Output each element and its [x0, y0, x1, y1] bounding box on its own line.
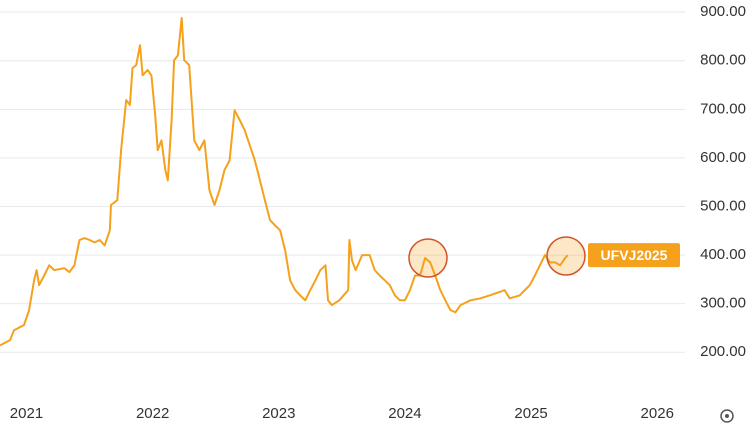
settings-icon-dot[interactable] — [725, 414, 729, 418]
price-line — [0, 17, 569, 347]
x-tick-label: 2023 — [262, 405, 295, 422]
y-tick-label: 300.00 — [700, 295, 746, 312]
settings-button[interactable] — [720, 409, 734, 423]
y-tick-label: 600.00 — [700, 149, 746, 166]
y-tick-label: 200.00 — [700, 343, 746, 360]
legend-label: UFVJ2025 — [601, 247, 668, 263]
x-tick-label: 2021 — [10, 405, 43, 422]
x-tick-label: 2022 — [136, 405, 169, 422]
y-tick-label: 900.00 — [700, 3, 746, 20]
x-tick-label: 2025 — [514, 405, 547, 422]
y-tick-label: 700.00 — [700, 100, 746, 117]
x-tick-label: 2024 — [388, 405, 421, 422]
y-tick-label: 800.00 — [700, 52, 746, 69]
x-tick-label: 2026 — [641, 405, 674, 422]
event-marker[interactable] — [408, 238, 448, 278]
last-price-badge — [588, 243, 680, 268]
y-tick-label: 400.00 — [700, 246, 746, 263]
event-marker[interactable] — [546, 236, 586, 276]
y-tick-label: 500.00 — [700, 197, 746, 214]
plot-layer: 200.00 300.00 400.00 500.00 600.00 700.00 800.… — [0, 3, 746, 422]
settings-icon[interactable] — [720, 409, 734, 423]
